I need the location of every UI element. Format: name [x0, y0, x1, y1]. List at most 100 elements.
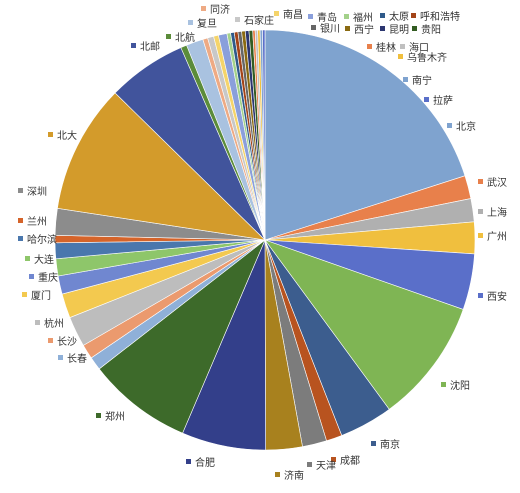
legend-swatch: [371, 441, 376, 446]
legend-swatch: [367, 44, 372, 49]
slice-label-text: 合肥: [195, 456, 215, 469]
slice-label-text: 上海: [487, 206, 507, 219]
slice-label-text: 杭州: [44, 317, 64, 330]
legend-swatch: [18, 188, 23, 193]
slice-label-text: 北邮: [140, 40, 160, 53]
slice-label-text: 济南: [284, 469, 304, 482]
slice-label-text: 同济: [210, 3, 230, 16]
legend-swatch: [131, 43, 136, 48]
slice-label: 南京: [371, 438, 400, 451]
legend-swatch: [400, 44, 405, 49]
slice-label: 哈尔滨: [18, 233, 57, 246]
slice-label-text: 乌鲁木齐: [407, 51, 447, 64]
pie-slice: [57, 92, 266, 241]
legend-swatch: [188, 20, 193, 25]
slice-label: 广州: [478, 231, 507, 243]
pie-slices: [54, 29, 476, 451]
slice-label-text: 呼和浩特: [420, 11, 460, 23]
slice-label-text: 沈阳: [450, 379, 470, 392]
slice-label: 贵阳: [412, 23, 441, 36]
legend-swatch: [447, 123, 452, 128]
slice-label-text: 西安: [487, 290, 507, 303]
slice-label-text: 贵阳: [421, 23, 441, 36]
legend-swatch: [403, 77, 408, 82]
slice-label: 济南: [275, 469, 304, 482]
slice-label-text: 北大: [57, 129, 77, 142]
slice-label-text: 天津: [316, 460, 336, 472]
legend-swatch: [96, 413, 101, 418]
legend-swatch: [166, 34, 171, 39]
slice-label: 桂林: [367, 41, 396, 54]
pie-slice: [262, 29, 266, 241]
legend-swatch: [35, 320, 40, 325]
slice-label: 成都: [331, 455, 360, 467]
legend-swatch: [58, 355, 63, 360]
slice-label: 西安: [478, 290, 507, 303]
slice-label: 长春: [58, 353, 87, 365]
slice-label-text: 福州: [353, 11, 373, 24]
slice-label: 兰州: [18, 215, 47, 228]
slice-label: 北京: [447, 120, 476, 133]
legend-swatch: [380, 26, 385, 31]
legend-swatch: [18, 218, 23, 223]
slice-label-text: 长沙: [57, 336, 77, 348]
slice-label: 长沙: [48, 336, 77, 348]
slice-label-text: 郑州: [105, 410, 125, 423]
legend-swatch: [478, 233, 483, 238]
legend-swatch: [411, 13, 416, 18]
slice-label: 复旦: [188, 17, 217, 30]
legend-swatch: [478, 209, 483, 214]
slice-label-text: 桂林: [376, 41, 396, 54]
pie-slice: [264, 29, 466, 241]
slice-label-text: 青岛: [317, 11, 337, 24]
legend-swatch: [424, 97, 429, 102]
legend-swatch: [344, 14, 349, 19]
slice-label: 重庆: [29, 271, 58, 284]
slice-label: 厦门: [22, 289, 51, 302]
legend-swatch: [275, 472, 280, 477]
legend-swatch: [18, 236, 23, 241]
slice-label-text: 重庆: [38, 271, 58, 284]
legend-swatch: [29, 274, 34, 279]
slice-label-text: 海口: [409, 41, 429, 54]
slice-label: 西宁: [345, 23, 374, 36]
legend-swatch: [311, 25, 316, 30]
slice-label: 同济: [201, 3, 230, 16]
slice-label-text: 石家庄: [244, 14, 274, 27]
legend-swatch: [307, 462, 312, 467]
slice-label-text: 大连: [34, 253, 54, 266]
slice-label-text: 拉萨: [433, 94, 453, 107]
slice-label-text: 南昌: [283, 8, 303, 21]
slice-label-text: 复旦: [197, 17, 217, 30]
slice-label: 石家庄: [235, 14, 274, 27]
slice-label: 海口: [400, 41, 429, 54]
pie-slice: [264, 239, 464, 410]
legend-swatch: [22, 292, 27, 297]
slice-label: 乌鲁木齐: [398, 51, 447, 64]
slice-label-text: 北京: [456, 120, 476, 133]
legend-swatch: [398, 54, 403, 59]
slice-label: 呼和浩特: [411, 11, 460, 23]
slice-label: 合肥: [186, 456, 215, 469]
legend-swatch: [48, 132, 53, 137]
slice-label: 青岛: [308, 11, 337, 24]
slice-label-text: 西宁: [354, 23, 374, 36]
slice-label: 沈阳: [441, 379, 470, 392]
legend-swatch: [235, 17, 240, 22]
slice-label: 北航: [166, 31, 195, 44]
slice-label: 深圳: [18, 186, 47, 198]
legend-swatch: [186, 459, 191, 464]
legend-swatch: [380, 13, 385, 18]
legend-swatch: [274, 11, 279, 16]
slice-label: 上海: [478, 206, 507, 219]
slice-label: 天津: [307, 460, 336, 472]
slice-label-text: 深圳: [27, 186, 47, 198]
slice-label: 银川: [311, 22, 340, 35]
slice-label-text: 长春: [67, 353, 87, 365]
legend-swatch: [308, 14, 313, 19]
slice-label-text: 南宁: [412, 74, 432, 87]
legend-swatch: [201, 6, 206, 11]
slice-label: 昆明: [380, 24, 409, 36]
slice-label: 拉萨: [424, 94, 453, 107]
slice-label-text: 厦门: [31, 289, 51, 302]
